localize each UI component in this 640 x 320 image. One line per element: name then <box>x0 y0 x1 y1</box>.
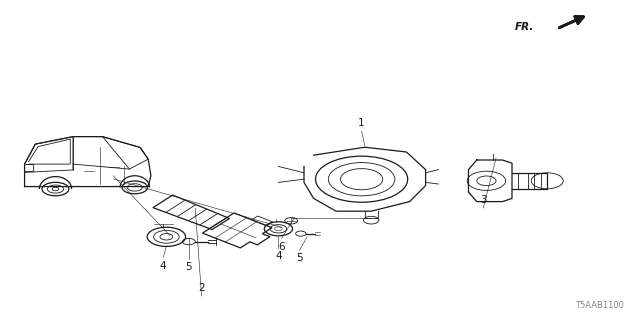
Text: 4: 4 <box>160 261 166 271</box>
Text: T5AAB1100: T5AAB1100 <box>575 301 624 310</box>
Text: 2: 2 <box>198 283 205 293</box>
Text: 1: 1 <box>358 118 365 128</box>
Text: 3: 3 <box>480 195 486 205</box>
Text: 6: 6 <box>278 242 285 252</box>
Text: 4: 4 <box>275 251 282 261</box>
Text: 5: 5 <box>186 262 192 272</box>
Text: FR.: FR. <box>515 22 534 32</box>
Text: 5: 5 <box>296 253 303 263</box>
